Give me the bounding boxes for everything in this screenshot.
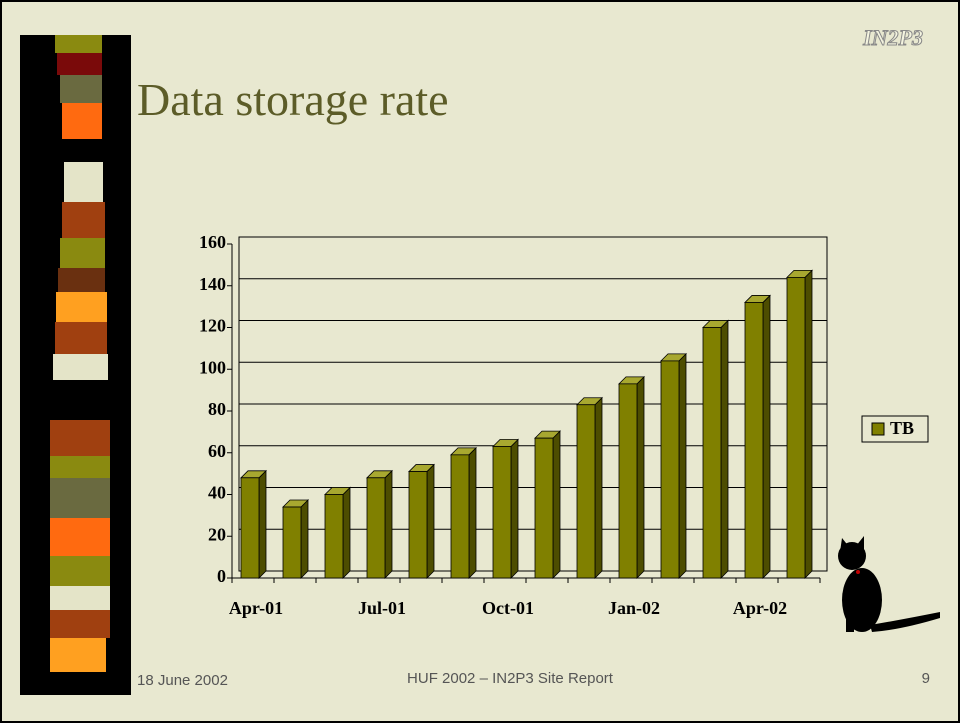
bar-side <box>469 448 476 578</box>
bar <box>451 455 469 578</box>
legend-label: TB <box>890 418 914 438</box>
legend: TB <box>862 416 928 442</box>
x-tick-label: Jul-01 <box>358 598 406 618</box>
bar <box>283 507 301 578</box>
footer-date: 18 June 2002 <box>137 672 228 689</box>
bar <box>619 384 637 578</box>
bar <box>493 446 511 578</box>
bar-side <box>301 500 308 578</box>
y-tick-label: 140 <box>199 274 226 294</box>
footer-page: 9 <box>922 670 930 687</box>
bar <box>661 361 679 578</box>
y-tick-label: 120 <box>199 316 226 336</box>
x-tick-label: Oct-01 <box>482 598 534 618</box>
y-tick-label: 0 <box>217 566 226 586</box>
bar-side <box>343 488 350 579</box>
legend-swatch <box>872 423 884 435</box>
bar <box>409 472 427 578</box>
bar-side <box>721 321 728 579</box>
y-tick-label: 160 <box>199 232 226 252</box>
bar-side <box>385 471 392 578</box>
bar <box>577 405 595 578</box>
y-tick-label: 40 <box>208 483 226 503</box>
bar-side <box>679 354 686 578</box>
bar-side <box>427 465 434 578</box>
decorative-stripe <box>20 35 131 695</box>
bar <box>241 478 259 578</box>
logo: IN2P3 <box>862 25 923 50</box>
y-tick-label: 20 <box>208 524 226 544</box>
bar <box>325 495 343 579</box>
chart-title: Data storage rate <box>137 74 449 125</box>
bar-side <box>595 398 602 578</box>
y-tick-label: 100 <box>199 357 226 377</box>
bar <box>367 478 385 578</box>
y-tick-label: 60 <box>208 441 226 461</box>
bar <box>535 438 553 578</box>
bar-side <box>637 377 644 578</box>
slide: IN2P3 Data storage rate 0 20 40 60 80 100 120 1… <box>0 0 960 723</box>
x-tick-label: Jan-02 <box>608 598 660 618</box>
bar-side <box>511 439 518 578</box>
x-tick-label: Apr-02 <box>733 598 787 618</box>
bar-side <box>805 270 812 578</box>
bar-side <box>553 431 560 578</box>
bar <box>703 328 721 579</box>
footer-title: HUF 2002 – IN2P3 Site Report <box>407 670 614 687</box>
bar <box>745 302 763 578</box>
bar-side <box>259 471 266 578</box>
x-tick-label: Apr-01 <box>229 598 283 618</box>
bar <box>787 277 805 578</box>
bar-side <box>763 295 770 578</box>
y-tick-label: 80 <box>208 399 226 419</box>
